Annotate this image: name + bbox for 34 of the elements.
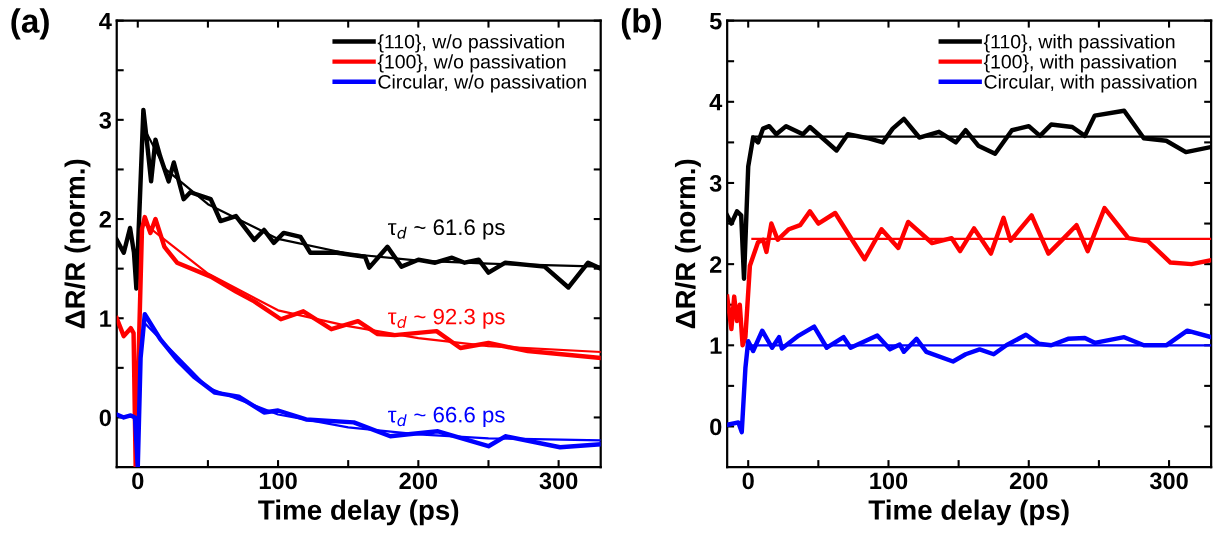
- chart-title: (a): [11, 8, 49, 40]
- y-tick-label: 4: [99, 12, 112, 30]
- annotation: τ$_{d}$ ~ 66.6 ps: [388, 406, 505, 427]
- y-axis-title: ΔR/R (norm.): [64, 159, 91, 329]
- y-tick-label: 5: [709, 12, 722, 30]
- chart-title: (b): [621, 8, 662, 40]
- legend-label: Circular, w/o passivation: [378, 74, 586, 93]
- legend-label: {110}, with passivation: [983, 34, 1175, 53]
- y-tick-label: 0: [99, 409, 111, 427]
- y-tick-label: 4: [709, 94, 723, 111]
- legend-label: {100}, with passivation: [983, 54, 1176, 73]
- y-tick-label: 0: [710, 418, 722, 436]
- y-tick-label: 3: [99, 111, 112, 129]
- annotation: τ$_{d}$ ~ 61.6 ps: [388, 219, 505, 240]
- x-tick-label: 100: [870, 472, 908, 490]
- y-tick-label: 3: [709, 175, 722, 192]
- legend-label: {100}, w/o passivation: [377, 54, 566, 73]
- annotation: τ$_{d}$ ~ 92.3 ps: [388, 308, 505, 329]
- x-axis-title: Time delay (ps): [258, 499, 459, 526]
- x-tick-label: 300: [539, 472, 578, 490]
- y-tick-label: 1: [710, 337, 722, 354]
- y-tick-label: 2: [99, 211, 111, 228]
- x-tick-label: 0: [742, 472, 754, 490]
- x-axis-title: Time delay (ps): [868, 499, 1069, 526]
- x-tick-label: 300: [1149, 472, 1188, 490]
- y-axis-title: ΔR/R (norm.): [674, 159, 701, 329]
- x-tick-label: 200: [1009, 472, 1048, 490]
- x-tick-label: 100: [259, 472, 297, 490]
- legend-label: Circular, with passivation: [984, 74, 1197, 93]
- y-tick-label: 1: [100, 310, 112, 327]
- x-tick-label: 200: [399, 472, 438, 490]
- x-tick-label: 0: [132, 472, 144, 490]
- legend-label: {110}, w/o passivation: [377, 34, 564, 53]
- y-tick-label: 2: [710, 256, 722, 273]
